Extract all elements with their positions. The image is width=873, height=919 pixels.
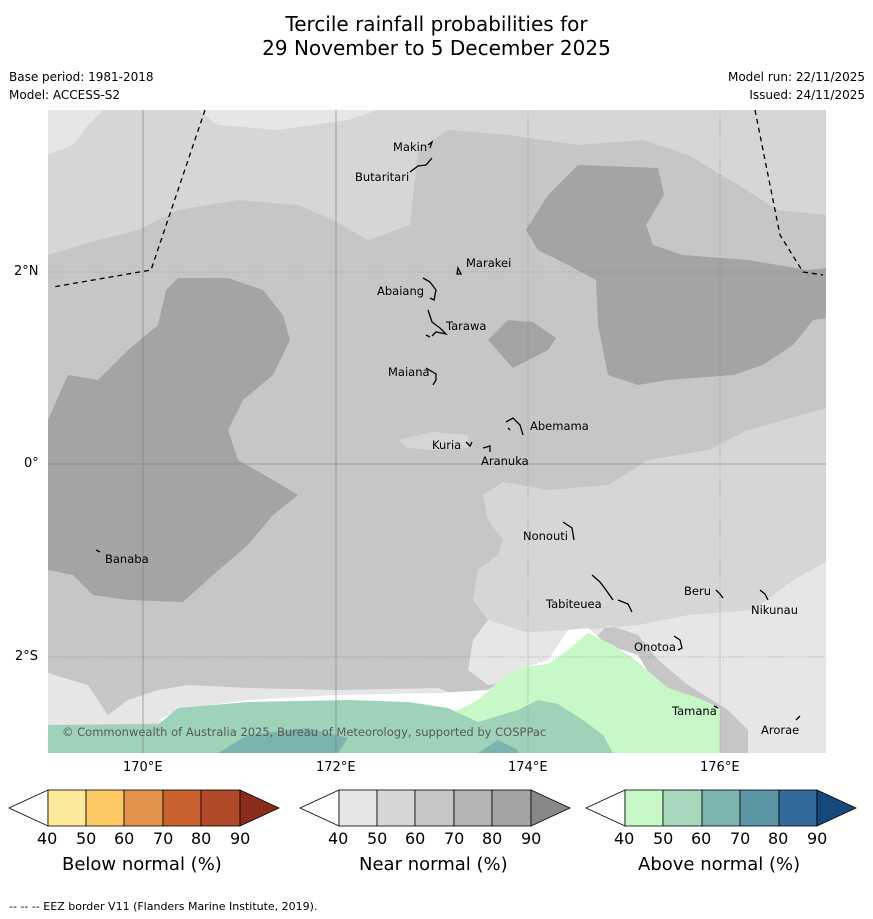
region-near-80-center bbox=[488, 320, 556, 368]
colorbar-below-bin-60 bbox=[123, 789, 164, 827]
title-line-2: 29 November to 5 December 2025 bbox=[262, 36, 611, 60]
colorbar-below-low-cap bbox=[8, 789, 49, 827]
colorbar-below-bin-50 bbox=[85, 789, 125, 827]
colorbar-near-tick: 70 bbox=[444, 829, 465, 848]
island-outlines bbox=[95, 140, 801, 721]
copyright-notice: © Commonwealth of Australia 2025, Bureau… bbox=[62, 725, 546, 739]
colorbar-above bbox=[585, 789, 857, 827]
colorbar-above-low-cap bbox=[585, 789, 626, 827]
colorbar-above-tick: 70 bbox=[730, 829, 751, 848]
colorbar-near-bin-40 bbox=[338, 789, 378, 827]
meta-left: Base period: 1981-2018 Model: ACCESS-S2 bbox=[9, 68, 154, 104]
model-name: Model: ACCESS-S2 bbox=[9, 88, 121, 102]
colorbar-near-bin-80 bbox=[491, 789, 532, 827]
colorbar-above-bin-70 bbox=[739, 789, 780, 827]
colorbar-near-tick: 60 bbox=[405, 829, 426, 848]
place-label-abaiang: Abaiang bbox=[377, 284, 424, 298]
title-line-1: Tercile rainfall probabilities for bbox=[285, 12, 588, 36]
lat-label-2s: 2°S bbox=[15, 649, 39, 664]
colorbar-above-bin-80 bbox=[778, 789, 818, 827]
place-label-abemama: Abemama bbox=[530, 419, 589, 433]
place-label-marakei: Marakei bbox=[466, 256, 511, 270]
region-near-50-north bbox=[48, 110, 826, 255]
place-label-kuria: Kuria bbox=[432, 438, 461, 452]
colorbar-above-bin-60 bbox=[701, 789, 741, 827]
place-label-tabiteuea: Tabiteuea bbox=[545, 597, 602, 611]
colorbar-above-label: Above normal (%) bbox=[638, 854, 801, 875]
colorbar-below-tick: 60 bbox=[114, 829, 135, 848]
place-label-beru: Beru bbox=[684, 584, 711, 598]
place-label-onotoa: Onotoa bbox=[634, 640, 676, 654]
region-above-50 bbox=[48, 700, 613, 753]
colorbar-above-tick: 90 bbox=[807, 829, 828, 848]
place-label-arorae: Arorae bbox=[761, 723, 799, 737]
colorbar-above-tick: 50 bbox=[653, 829, 674, 848]
eez-border bbox=[52, 110, 824, 288]
colorbar-near-label: Near normal (%) bbox=[359, 854, 508, 875]
colorbar-below-bin-70 bbox=[162, 789, 202, 827]
colorbar-below-label: Below normal (%) bbox=[62, 854, 222, 875]
place-label-makin: Makin bbox=[393, 140, 427, 154]
colorbar-above-tick: 40 bbox=[614, 829, 635, 848]
region-near-50-kuria bbox=[398, 432, 468, 450]
place-label-nikunau: Nikunau bbox=[751, 603, 798, 617]
place-label-nonouti: Nonouti bbox=[523, 529, 568, 543]
colorbar-near bbox=[299, 789, 571, 827]
issued-date: Issued: 24/11/2025 bbox=[749, 88, 865, 102]
eez-footnote: -- -- -- EEZ border V11 (Flanders Marine… bbox=[9, 900, 318, 913]
region-near-80-west bbox=[48, 278, 298, 602]
base-period: Base period: 1981-2018 bbox=[9, 70, 154, 84]
place-label-banaba: Banaba bbox=[105, 552, 149, 566]
colorbar-above-bin-50 bbox=[662, 789, 703, 827]
gridlines bbox=[48, 110, 826, 753]
colorbar-near-high-cap bbox=[530, 789, 571, 827]
colorbar-above-bin-40 bbox=[624, 789, 664, 827]
colorbar-above-tick: 60 bbox=[691, 829, 712, 848]
place-label-butaritari: Butaritari bbox=[355, 170, 409, 184]
colorbar-above-tick: 80 bbox=[768, 829, 789, 848]
colorbar-near-bin-70 bbox=[453, 789, 493, 827]
lon-label-174e: 174°E bbox=[508, 760, 548, 775]
colorbar-below-tick: 40 bbox=[37, 829, 58, 848]
place-label-aranuka: Aranuka bbox=[481, 454, 529, 468]
colorbar-near-bin-60 bbox=[414, 789, 455, 827]
colorbar-near-low-cap bbox=[299, 789, 340, 827]
rainfall-map: Makin Butaritari Marakei Abaiang Tarawa … bbox=[48, 110, 826, 753]
lat-label-2n: 2°N bbox=[14, 264, 39, 279]
colorbar-near-tick: 80 bbox=[482, 829, 503, 848]
lat-label-0: 0° bbox=[24, 456, 39, 471]
meta-right: Model run: 22/11/2025 Issued: 24/11/2025 bbox=[728, 68, 865, 104]
lon-label-172e: 172°E bbox=[316, 760, 356, 775]
model-run: Model run: 22/11/2025 bbox=[727, 70, 865, 84]
colorbar-below-tick: 50 bbox=[76, 829, 97, 848]
colorbar-near-tick: 40 bbox=[328, 829, 349, 848]
region-above-60-b bbox=[478, 740, 518, 753]
colorbar-above-high-cap bbox=[816, 789, 857, 827]
colorbars bbox=[8, 789, 857, 827]
colorbar-near-bin-50 bbox=[376, 789, 416, 827]
colorbar-below-tick: 90 bbox=[230, 829, 251, 848]
colorbar-below-tick: 70 bbox=[153, 829, 174, 848]
colorbar-below-bin-80 bbox=[200, 789, 241, 827]
colorbar-near-tick: 90 bbox=[521, 829, 542, 848]
lon-label-170e: 170°E bbox=[123, 760, 163, 775]
region-near-40-se bbox=[468, 562, 826, 753]
region-near-40-top bbox=[198, 110, 378, 130]
region-near-40-nw bbox=[48, 110, 103, 155]
region-near-80-ne bbox=[526, 165, 826, 385]
colorbar-below-tick: 80 bbox=[191, 829, 212, 848]
place-label-tarawa: Tarawa bbox=[445, 319, 486, 333]
colorbar-below-high-cap bbox=[239, 789, 280, 827]
place-label-maiana: Maiana bbox=[388, 365, 430, 379]
chart-title: Tercile rainfall probabilities for 29 No… bbox=[0, 12, 873, 60]
place-label-tamana: Tamana bbox=[671, 704, 717, 718]
region-above-60 bbox=[218, 728, 348, 753]
colorbar-below bbox=[8, 789, 280, 827]
lon-label-176e: 176°E bbox=[700, 760, 740, 775]
colorbar-below-bin-40 bbox=[47, 789, 87, 827]
region-white-band bbox=[158, 628, 688, 725]
colorbar-near-tick: 50 bbox=[367, 829, 388, 848]
